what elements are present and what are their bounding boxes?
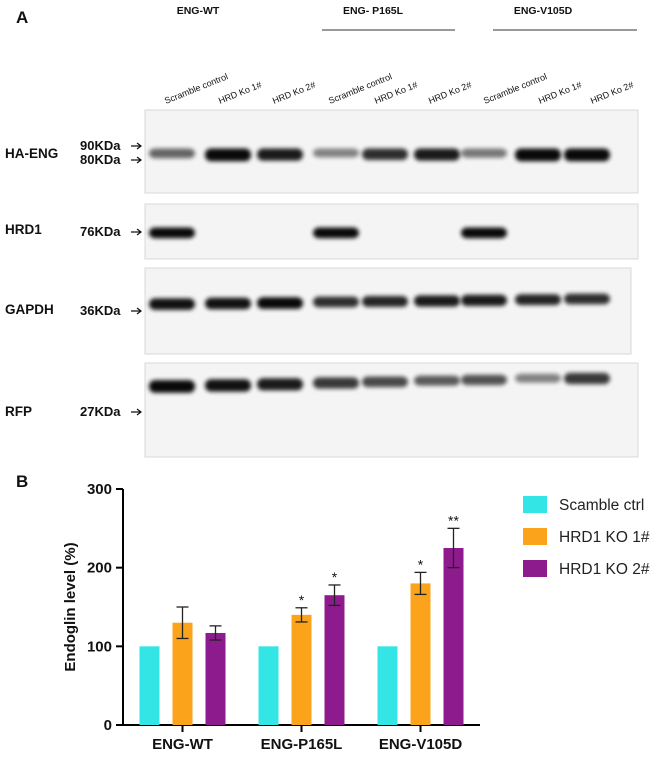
marker-arrow [131, 408, 142, 416]
lane-label: HRD Ko 1# [537, 80, 583, 106]
blot-band [564, 293, 610, 305]
blot-band [515, 373, 561, 383]
bar [139, 646, 160, 725]
bar [324, 595, 345, 725]
protein-label: RFP [5, 404, 32, 419]
mw-marker: 80KDa [80, 152, 121, 167]
legend-swatch [523, 528, 547, 545]
blot-band [257, 378, 303, 391]
blot-band [313, 377, 359, 389]
category-label: ENG-V105D [379, 736, 463, 753]
blot-band [257, 148, 303, 161]
blot-band [205, 379, 251, 392]
legend-label: HRD1 KO 2# [559, 561, 650, 578]
bar [291, 614, 312, 725]
bar [258, 646, 279, 725]
bar [410, 583, 431, 725]
blot-band [414, 295, 460, 307]
mw-marker: 36KDa [80, 303, 121, 318]
bar [172, 622, 193, 725]
legend-swatch [523, 560, 547, 577]
protein-label: HA-ENG [5, 146, 58, 161]
lane-label: HRD Ko 1# [217, 80, 263, 106]
blot-membrane [144, 267, 632, 355]
legend-label: Scamble ctrl [559, 497, 644, 514]
blot-gapdh: GAPDH 36KDa [5, 267, 632, 355]
blot-band [205, 148, 251, 162]
panel-b-letter: B [16, 472, 28, 491]
lane-label: HRD Ko 2# [427, 80, 473, 106]
blot-band [515, 294, 561, 306]
blot-band [313, 227, 359, 239]
group-heading: ENG-WT [177, 5, 220, 17]
blot-band [414, 148, 460, 161]
mw-marker: 90KDa [80, 138, 121, 153]
blot-band [461, 227, 507, 239]
mw-marker: 27KDa [80, 404, 121, 419]
marker-arrow [131, 228, 142, 236]
bar [377, 646, 398, 725]
blot-band [564, 372, 610, 385]
category-label: ENG-P165L [261, 736, 343, 753]
bar [205, 632, 226, 725]
protein-label: GAPDH [5, 302, 54, 317]
blot-band [414, 375, 460, 386]
bar-chart: 0 100 200 300 Endoglin level (%) ENG-WT ENG-P1… [62, 481, 480, 753]
significance-label: ** [448, 512, 459, 528]
blot-band [149, 380, 195, 393]
lane-label: HRD Ko 2# [271, 80, 317, 106]
blot-band [362, 296, 408, 307]
blot-hrd1: HRD1 76KDa [5, 203, 639, 260]
legend-label: HRD1 KO 1# [559, 529, 650, 546]
bar [443, 548, 464, 725]
blot-band [362, 148, 408, 161]
blot-band [149, 298, 195, 310]
panel-a-letter: A [16, 8, 28, 27]
category-label: ENG-WT [152, 736, 213, 753]
blot-membrane [144, 203, 639, 260]
y-tick-label: 200 [87, 560, 112, 577]
significance-label: * [299, 592, 305, 608]
blot-band [362, 376, 408, 388]
blot-band [205, 297, 251, 310]
marker-arrow [131, 156, 142, 164]
blot-band [149, 227, 195, 239]
protein-label: HRD1 [5, 222, 42, 237]
blot-band [461, 294, 507, 306]
blot-rfp: RFP 27KDa [5, 362, 639, 458]
group-heading: ENG- P165L [343, 5, 404, 17]
chart-legend: Scamble ctrl HRD1 KO 1# HRD1 KO 2# [523, 496, 650, 578]
blot-band [257, 297, 303, 309]
marker-arrow [131, 142, 142, 150]
blot-band [461, 374, 507, 386]
legend-swatch [523, 496, 547, 513]
y-tick-label: 300 [87, 481, 112, 498]
blot-band [515, 148, 561, 162]
blot-band [564, 148, 610, 162]
significance-label: * [332, 569, 338, 585]
blot-band [461, 148, 507, 158]
y-tick-label: 100 [87, 638, 112, 655]
marker-arrow [131, 307, 142, 315]
y-axis-title: Endoglin level (%) [62, 542, 79, 671]
group-heading: ENG-V105D [514, 5, 573, 17]
blot-band [149, 148, 195, 159]
y-tick-label: 0 [104, 717, 112, 734]
blot-band [313, 148, 359, 158]
lane-label: HRD Ko 2# [589, 80, 635, 106]
blot-band [313, 296, 359, 308]
significance-label: * [418, 556, 424, 572]
mw-marker: 76KDa [80, 224, 121, 239]
